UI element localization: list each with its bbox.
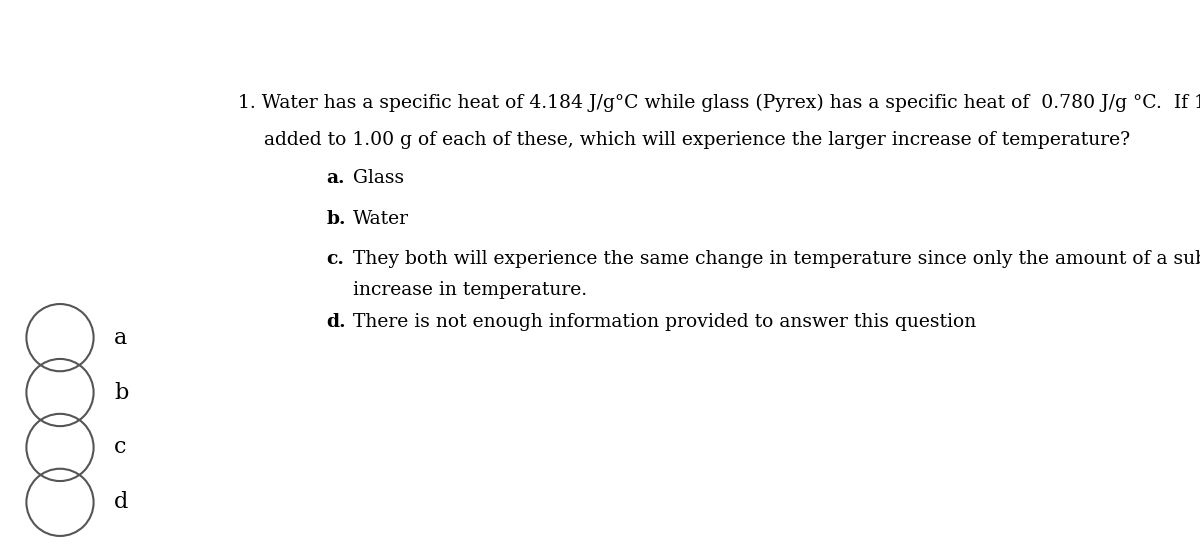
Text: c: c <box>114 436 126 458</box>
Text: b: b <box>114 382 128 404</box>
Text: 1. Water has a specific heat of 4.184 J/g°C while glass (Pyrex) has a specific h: 1. Water has a specific heat of 4.184 J/… <box>239 93 1200 111</box>
Text: There is not enough information provided to answer this question: There is not enough information provided… <box>353 313 976 331</box>
Text: increase in temperature.: increase in temperature. <box>353 282 587 299</box>
Text: b.: b. <box>326 210 347 228</box>
Text: c.: c. <box>326 250 344 268</box>
Text: a.: a. <box>326 170 346 187</box>
Text: Glass: Glass <box>353 170 404 187</box>
Text: d.: d. <box>326 313 347 331</box>
Text: added to 1.00 g of each of these, which will experience the larger increase of t: added to 1.00 g of each of these, which … <box>264 131 1130 149</box>
Text: d: d <box>114 491 128 513</box>
Text: They both will experience the same change in temperature since only the amount o: They both will experience the same chang… <box>353 250 1200 268</box>
Text: a: a <box>114 327 127 349</box>
Text: Water: Water <box>353 210 409 228</box>
